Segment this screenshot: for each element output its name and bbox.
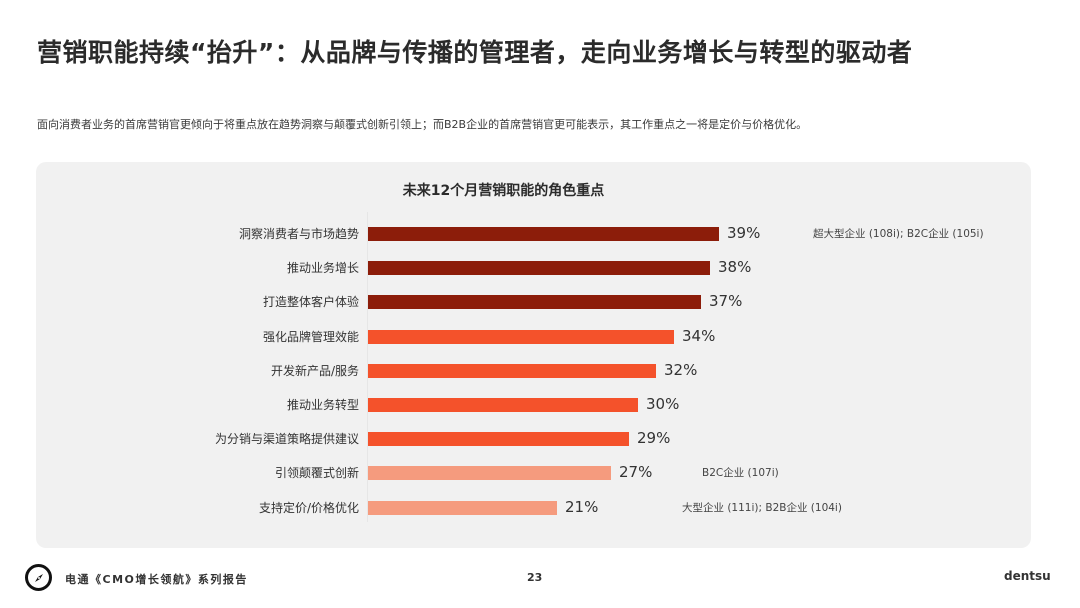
compass-icon [25, 564, 52, 591]
bar-row: 开发新产品/服务 32% [36, 360, 1031, 379]
bar-category-label: 推动业务转型 [286, 398, 359, 412]
bar-annotation: 大型企业 (111i); B2B企业 (104i) [682, 501, 842, 514]
bar [368, 295, 701, 310]
bar [368, 261, 710, 276]
bar-category-label: 打造整体客户体验 [262, 295, 359, 310]
bar [368, 329, 674, 344]
brand-logo-text: dentsu [1004, 569, 1051, 583]
bar-row: 推动业务增长 38% [36, 258, 1031, 277]
bar-value-label: 27% [619, 463, 653, 482]
bar-annotation: 超大型企业 (108i); B2C企业 (105i) [813, 228, 984, 240]
bar-value-label: 34% [682, 326, 716, 345]
page-subtitle: 面向消费者业务的首席营销官更倾向于将重点放在趋势洞察与颠覆式创新引领上；而B2B… [37, 118, 808, 131]
bar-category-label: 开发新产品/服务 [270, 363, 359, 378]
page-number: 23 [527, 571, 543, 584]
bar-row: 洞察消费者与市场趋势 39% 超大型企业 (108i); B2C企业 (105i) [36, 224, 1031, 242]
bar-value-label: 21% [565, 497, 599, 516]
bar-row: 打造整体客户体验 37% [36, 292, 1031, 311]
chart-axis-line [367, 212, 368, 522]
bar-category-label: 为分销与渠道策略提供建议 [214, 432, 359, 447]
bar-category-label: 引领颠覆式创新 [274, 466, 359, 481]
bar-category-label: 推动业务增长 [286, 261, 359, 276]
bar [368, 432, 629, 447]
bar-value-label: 38% [718, 258, 752, 277]
bar [368, 363, 656, 378]
bar-category-label: 洞察消费者与市场趋势 [238, 227, 359, 241]
bar [368, 500, 557, 515]
bar-row: 支持定价/价格优化 21% 大型企业 (111i); B2B企业 (104i) [36, 497, 1031, 516]
bar [368, 466, 611, 481]
bar-value-label: 32% [664, 360, 698, 379]
bar [368, 398, 638, 412]
bar-value-label: 29% [637, 429, 671, 448]
chart-panel: 未来12个月营销职能的角色重点 洞察消费者与市场趋势 39% 超大型企业 (108i… [36, 162, 1031, 548]
bar-annotation: B2C企业 (107i) [702, 467, 779, 480]
bar-row: 为分销与渠道策略提供建议 29% [36, 429, 1031, 448]
bar-row: 强化品牌管理效能 34% [36, 326, 1031, 345]
report-series-name: 电通《CMO增长领航》系列报告 [65, 573, 248, 586]
bar-category-label: 支持定价/价格优化 [258, 500, 359, 515]
bar-value-label: 30% [646, 395, 680, 413]
bar-value-label: 37% [709, 292, 743, 311]
bar-value-label: 39% [727, 224, 761, 242]
page-title: 营销职能持续“抬升”：从品牌与传播的管理者，走向业务增长与转型的驱动者 [37, 38, 913, 67]
bar-row: 推动业务转型 30% [36, 395, 1031, 413]
chart-title: 未来12个月营销职能的角色重点 [402, 183, 605, 199]
bar [368, 227, 719, 241]
bar-row: 引领颠覆式创新 27% B2C企业 (107i) [36, 463, 1031, 482]
bar-category-label: 强化品牌管理效能 [262, 329, 359, 344]
